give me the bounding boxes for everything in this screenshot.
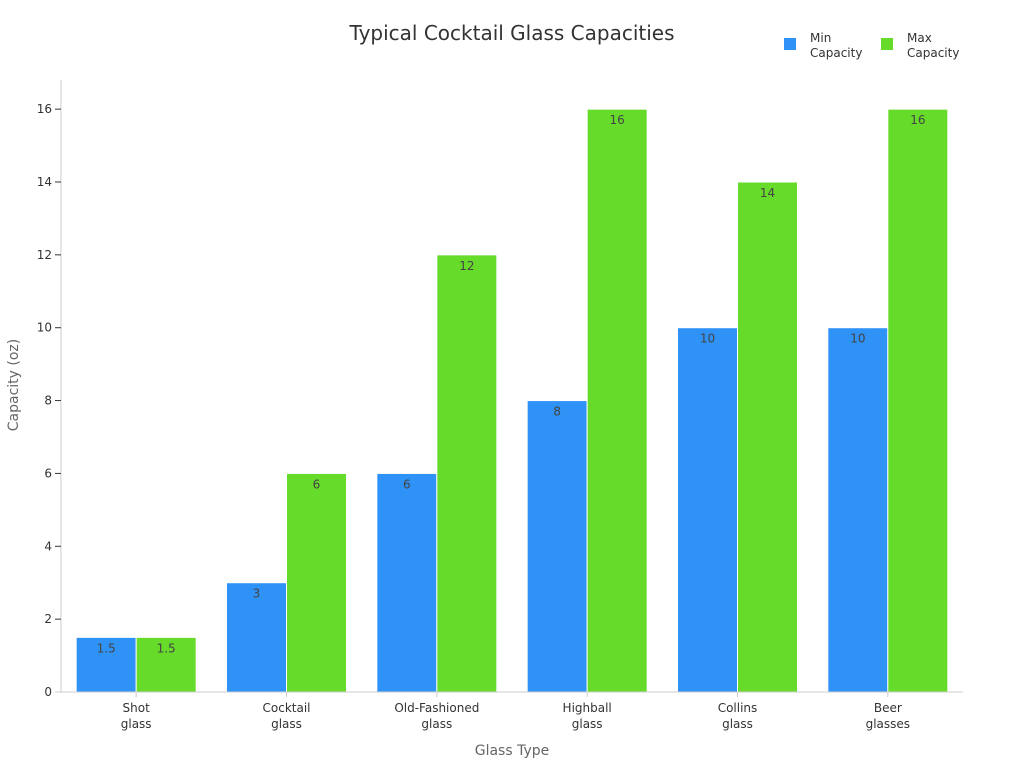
bar-max-2	[436, 254, 498, 693]
bar-max-0	[135, 636, 197, 693]
bar-max-3	[586, 108, 648, 693]
y-tick-label-1: 2	[44, 612, 52, 626]
y-axis: 0 2 4 6 8 10 12 14 16	[37, 80, 62, 699]
bar-min-1	[226, 582, 287, 693]
y-tick-label-6: 12	[37, 248, 52, 262]
x-tick-label-1-0: Cocktail	[263, 701, 311, 715]
bar-min-4	[677, 327, 738, 693]
x-tick-label-0-0: Shot	[123, 701, 151, 715]
bars-group: 1.5 1.5 3 6 6 12 8 16 10 14 10 16	[75, 108, 949, 693]
bar-min-2	[376, 472, 438, 693]
data-label-min-1: 3	[253, 587, 261, 601]
x-tick-label-5-1: glasses	[866, 717, 910, 731]
x-tick-label-3-1: glass	[572, 717, 603, 731]
data-label-max-4: 14	[760, 186, 775, 200]
y-tick-label-8: 16	[37, 102, 52, 116]
x-axis: Shot glass Cocktail glass Old-Fashioned glass…	[55, 691, 963, 731]
x-tick-label-4-1: glass	[722, 717, 753, 731]
data-label-max-1: 6	[313, 477, 321, 491]
x-tick-label-1-1: glass	[271, 717, 302, 731]
x-tick-label-5-0: Beer	[874, 701, 902, 715]
x-tick-label-2-1: glass	[421, 717, 452, 731]
legend-label-min-1: Capacity	[810, 46, 862, 60]
y-tick-label-3: 6	[44, 466, 52, 480]
data-label-max-2: 12	[459, 259, 474, 273]
x-axis-title: Glass Type	[475, 743, 550, 759]
legend-swatch-max	[881, 38, 893, 50]
x-tick-label-3-0: Highball	[563, 701, 612, 715]
x-tick-label-2-0: Old-Fashioned	[394, 701, 479, 715]
data-label-min-2: 6	[403, 477, 411, 491]
data-label-max-5: 16	[910, 113, 925, 127]
data-label-min-4: 10	[700, 332, 715, 346]
legend-swatch-min	[784, 38, 796, 50]
data-label-min-3: 8	[553, 405, 561, 419]
y-tick-label-4: 8	[44, 394, 52, 408]
bar-max-5	[887, 108, 949, 693]
legend-label-max-1: Capacity	[907, 46, 959, 60]
data-label-max-3: 16	[610, 113, 625, 127]
y-tick-label-7: 14	[37, 175, 52, 189]
y-tick-label-2: 4	[44, 539, 52, 553]
legend-label-min-0: Min	[810, 31, 831, 45]
chart-title: Typical Cocktail Glass Capacities	[348, 21, 674, 45]
y-tick-label-5: 10	[37, 321, 52, 335]
bar-min-5	[827, 327, 889, 693]
bar-min-0	[75, 636, 137, 693]
bar-max-4	[737, 181, 798, 693]
y-tick-label-0: 0	[44, 685, 52, 699]
bar-min-3	[526, 400, 588, 693]
legend-label-max-0: Max	[907, 31, 932, 45]
bar-max-1	[286, 472, 347, 693]
data-label-min-0: 1.5	[97, 641, 116, 655]
x-tick-label-0-1: glass	[121, 717, 152, 731]
x-tick-label-4-0: Collins	[718, 701, 758, 715]
data-label-max-0: 1.5	[157, 641, 176, 655]
y-axis-title: Capacity (oz)	[6, 339, 22, 431]
data-label-min-5: 10	[850, 332, 865, 346]
